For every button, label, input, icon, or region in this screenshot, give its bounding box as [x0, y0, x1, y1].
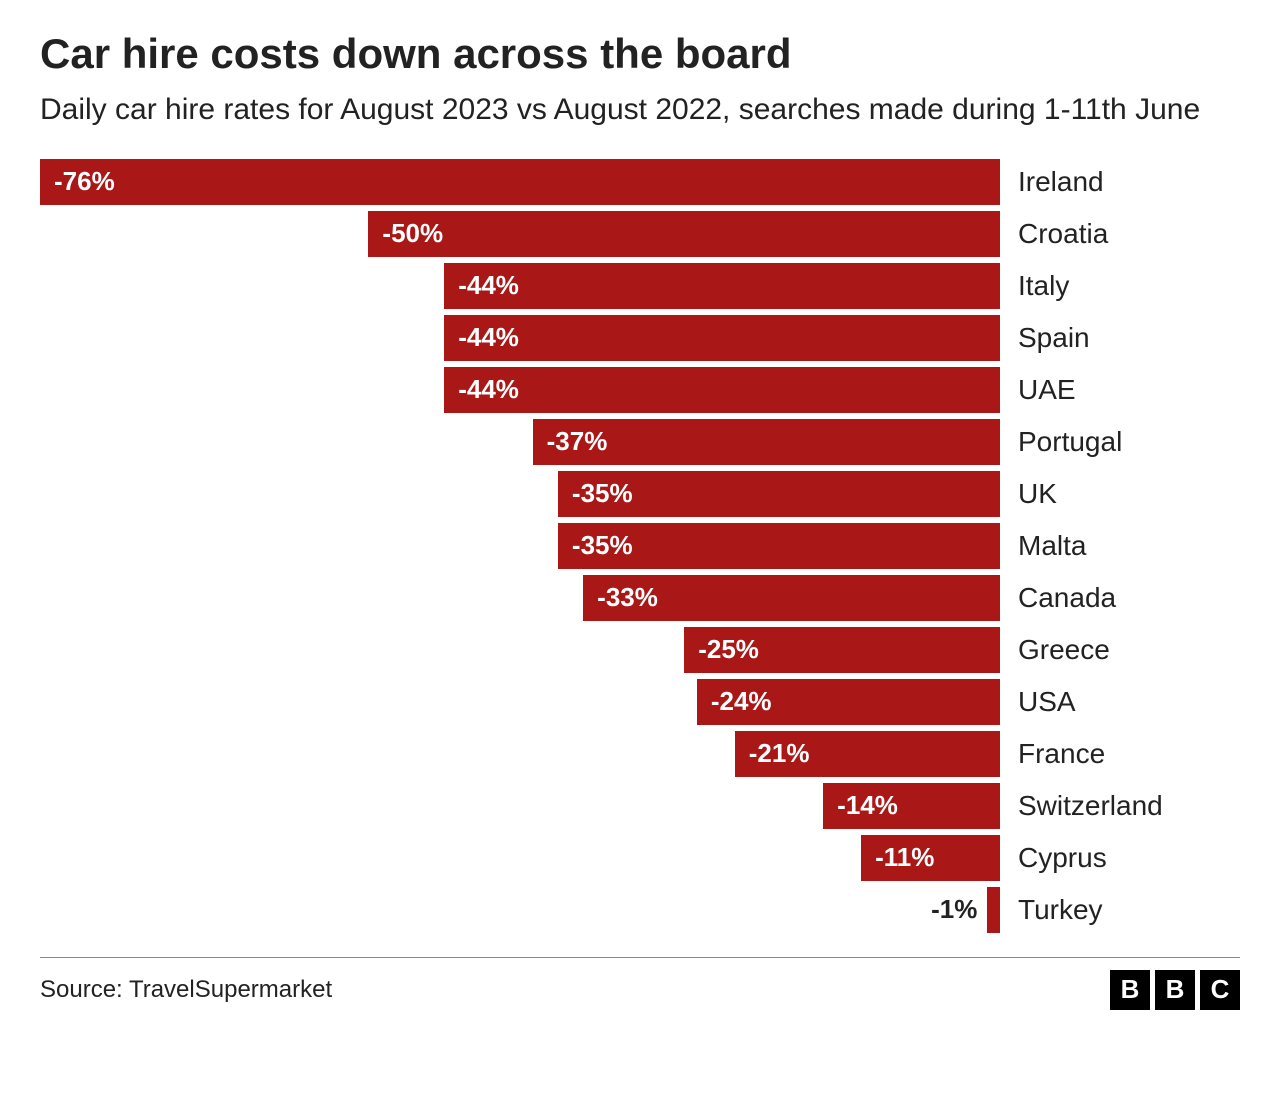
bar-value: -35%	[558, 530, 633, 561]
country-label: Spain	[1018, 315, 1240, 361]
bar: -21%	[735, 731, 1000, 777]
bar-value: -44%	[444, 374, 519, 405]
bar	[987, 887, 1000, 933]
bar-row: -76%	[40, 159, 1000, 205]
bar-row: -37%	[40, 419, 1000, 465]
bar-value: -25%	[684, 634, 759, 665]
source-text: Source: TravelSupermarket	[40, 976, 332, 1004]
bar: -37%	[533, 419, 1000, 465]
chart-title: Car hire costs down across the board	[40, 30, 1240, 78]
bar-row: -14%	[40, 783, 1000, 829]
bar-value: -11%	[861, 842, 934, 873]
bar-value: -44%	[444, 270, 519, 301]
country-label: USA	[1018, 679, 1240, 725]
bar-value: -76%	[40, 166, 115, 197]
chart-area: -76%-50%-44%-44%-44%-37%-35%-35%-33%-25%…	[40, 159, 1240, 933]
bar: -44%	[444, 263, 1000, 309]
labels-column: Ireland Croatia Italy Spain UAE Portugal UK Mal…	[1000, 159, 1240, 933]
bar-row: -44%	[40, 315, 1000, 361]
country-label: UAE	[1018, 367, 1240, 413]
bar-row: -25%	[40, 627, 1000, 673]
bar-row: -35%	[40, 471, 1000, 517]
bar: -35%	[558, 471, 1000, 517]
bar-value: -33%	[583, 582, 658, 613]
bar-row: -33%	[40, 575, 1000, 621]
bar: -76%	[40, 159, 1000, 205]
country-label: Cyprus	[1018, 835, 1240, 881]
country-label: UK	[1018, 471, 1240, 517]
country-label: Turkey	[1018, 887, 1240, 933]
bar-row: -21%	[40, 731, 1000, 777]
bar: -24%	[697, 679, 1000, 725]
bar-value: -50%	[368, 218, 443, 249]
bar-row: -1%	[40, 887, 1000, 933]
bar: -50%	[368, 211, 1000, 257]
bar-value: -14%	[823, 790, 898, 821]
bar-value: -35%	[558, 478, 633, 509]
bar-row: -50%	[40, 211, 1000, 257]
bar-value: -37%	[533, 426, 608, 457]
bar-value: -44%	[444, 322, 519, 353]
bar-value: -21%	[735, 738, 810, 769]
bar-value: -1%	[931, 894, 977, 925]
bar-row: -44%	[40, 367, 1000, 413]
bar-row: -24%	[40, 679, 1000, 725]
country-label: Canada	[1018, 575, 1240, 621]
bar: -33%	[583, 575, 1000, 621]
bars-column: -76%-50%-44%-44%-44%-37%-35%-35%-33%-25%…	[40, 159, 1000, 933]
bar-row: -35%	[40, 523, 1000, 569]
country-label: France	[1018, 731, 1240, 777]
bar-row: -11%	[40, 835, 1000, 881]
bar: -14%	[823, 783, 1000, 829]
bbc-logo-block: C	[1200, 970, 1240, 1010]
country-label: Malta	[1018, 523, 1240, 569]
chart-subtitle: Daily car hire rates for August 2023 vs …	[40, 90, 1240, 131]
bar-value: -24%	[697, 686, 772, 717]
bar: -11%	[861, 835, 1000, 881]
country-label: Portugal	[1018, 419, 1240, 465]
country-label: Croatia	[1018, 211, 1240, 257]
bbc-logo-block: B	[1155, 970, 1195, 1010]
bar: -25%	[684, 627, 1000, 673]
country-label: Ireland	[1018, 159, 1240, 205]
chart-footer: Source: TravelSupermarket BBC	[40, 957, 1240, 1010]
chart-container: -76%-50%-44%-44%-44%-37%-35%-35%-33%-25%…	[40, 159, 1240, 933]
bbc-logo-block: B	[1110, 970, 1150, 1010]
bar: -44%	[444, 367, 1000, 413]
bar-row: -44%	[40, 263, 1000, 309]
bbc-logo: BBC	[1110, 970, 1240, 1010]
bar: -44%	[444, 315, 1000, 361]
country-label: Switzerland	[1018, 783, 1240, 829]
country-label: Greece	[1018, 627, 1240, 673]
bar: -35%	[558, 523, 1000, 569]
country-label: Italy	[1018, 263, 1240, 309]
